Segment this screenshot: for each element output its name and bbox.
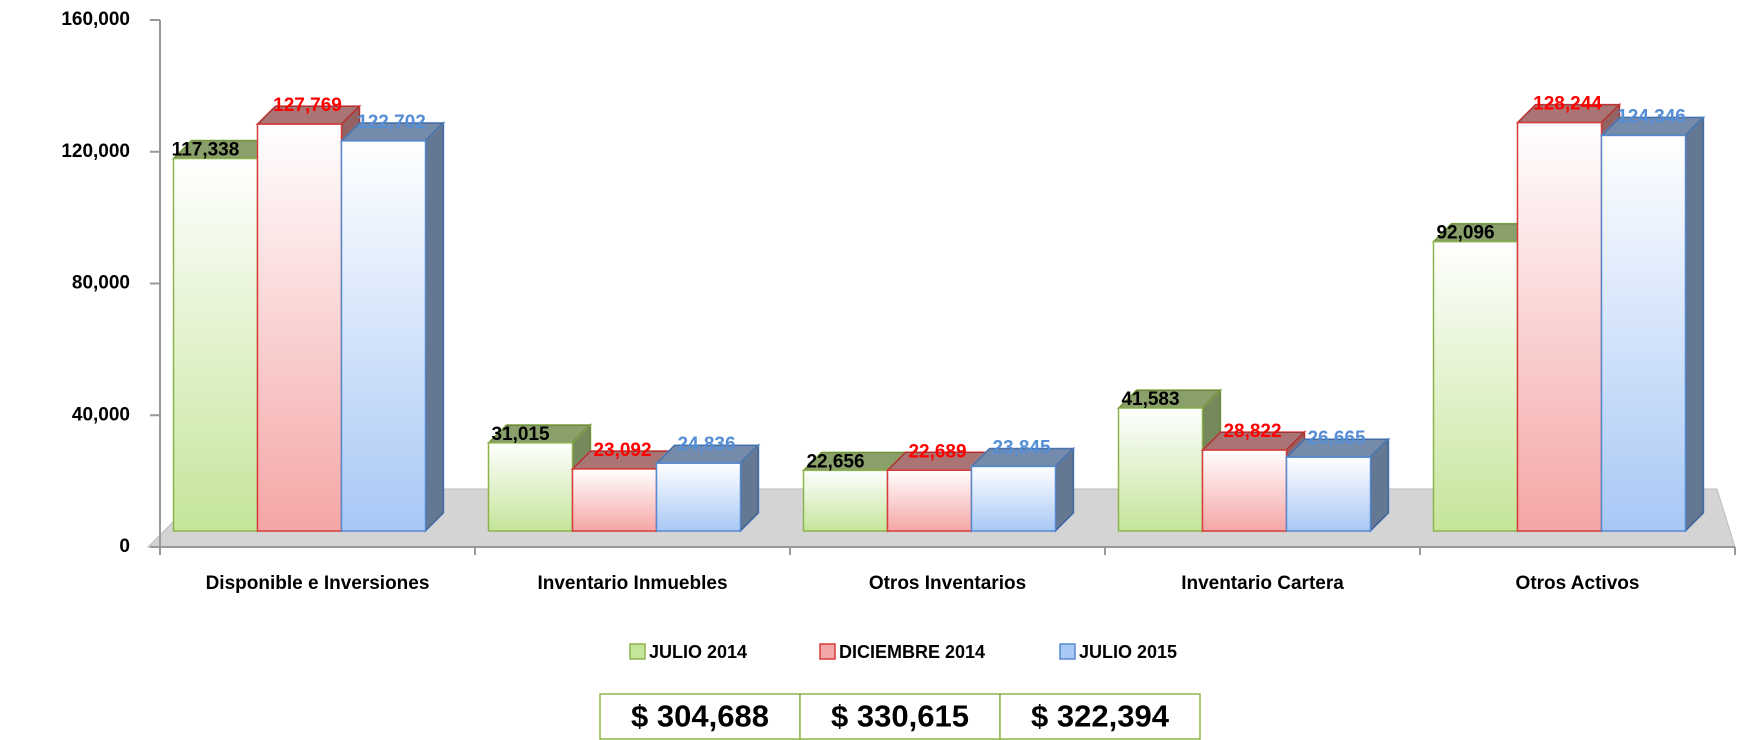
table-total: $ 304,688 xyxy=(631,699,769,734)
bar-top-shade xyxy=(1433,223,1536,242)
value-label: 128,244 xyxy=(1533,94,1602,115)
bar-top-shade xyxy=(173,140,276,159)
bar xyxy=(340,140,427,532)
bar-side-shade xyxy=(740,445,759,531)
y-tick-label: 80,000 xyxy=(72,273,130,294)
bar-side-shade xyxy=(425,122,444,532)
bar xyxy=(886,469,973,532)
bar xyxy=(1201,449,1288,532)
bar-top-shade xyxy=(656,445,759,464)
x-tick-label: Disponible e Inversiones xyxy=(206,573,430,594)
value-label: 23,845 xyxy=(992,437,1051,458)
value-label: 41,583 xyxy=(1121,389,1179,410)
bar xyxy=(1117,407,1204,532)
bar xyxy=(1432,240,1519,532)
bar-top-shade xyxy=(1202,432,1305,451)
value-label: 31,015 xyxy=(491,424,550,445)
bar-top-shade xyxy=(1517,104,1620,123)
bar-top-shade xyxy=(1601,117,1704,136)
bar xyxy=(1516,121,1603,532)
bar xyxy=(802,469,889,532)
bar-top-shade xyxy=(1118,390,1221,409)
value-label: 127,769 xyxy=(273,95,342,116)
bar xyxy=(1600,134,1687,532)
value-label: 122,702 xyxy=(357,112,426,133)
value-label: 26,665 xyxy=(1307,428,1366,449)
table-cell xyxy=(599,693,801,740)
table-total: $ 322,394 xyxy=(1031,699,1170,734)
value-label: 22,689 xyxy=(908,441,966,462)
table-cell xyxy=(999,693,1201,740)
bar-top-shade xyxy=(572,450,675,469)
legend-swatch xyxy=(629,643,646,660)
value-label: 24,836 xyxy=(677,434,735,455)
bar xyxy=(172,157,259,532)
y-tick-label: 120,000 xyxy=(61,141,130,162)
x-tick-label: Otros Activos xyxy=(1516,573,1640,594)
table-total: $ 330,615 xyxy=(831,699,969,734)
legend-swatch xyxy=(1059,643,1076,660)
value-label: 23,092 xyxy=(593,440,651,461)
bar xyxy=(256,123,343,532)
legend-label: JULIO 2014 xyxy=(649,642,747,662)
y-tick-label: 160,000 xyxy=(61,9,130,30)
bar xyxy=(655,462,742,532)
bar-top-shade xyxy=(488,424,591,443)
bar-top-shade xyxy=(887,452,990,471)
value-label: 92,096 xyxy=(1436,223,1494,244)
value-label: 22,656 xyxy=(806,451,864,472)
bar-top-shade xyxy=(803,452,906,471)
bar xyxy=(571,468,658,532)
x-tick-label: Inventario Inmuebles xyxy=(537,573,727,594)
x-tick-label: Inventario Cartera xyxy=(1181,573,1344,594)
value-label: 28,822 xyxy=(1223,421,1281,442)
y-tick-label: 40,000 xyxy=(72,404,130,425)
value-label: 124,346 xyxy=(1617,106,1686,127)
legend-label: JULIO 2015 xyxy=(1079,642,1177,662)
x-tick-label: Otros Inventarios xyxy=(869,573,1026,594)
y-tick-label: 0 xyxy=(119,536,130,557)
bar-top-shade xyxy=(341,122,444,141)
legend-swatch xyxy=(819,643,836,660)
bar-side-shade xyxy=(1685,117,1704,531)
bar xyxy=(1285,456,1372,532)
bar xyxy=(970,465,1057,532)
bar-top-shade xyxy=(971,448,1074,467)
bar-side-shade xyxy=(1370,439,1389,531)
bar-top-shade xyxy=(257,106,360,125)
bar-top-shade xyxy=(1286,439,1389,458)
table-cell xyxy=(799,693,1001,740)
legend-label: DICIEMBRE 2014 xyxy=(839,642,985,662)
value-label: 117,338 xyxy=(172,140,240,161)
bar-side-shade xyxy=(1055,448,1074,531)
bar xyxy=(487,442,574,532)
